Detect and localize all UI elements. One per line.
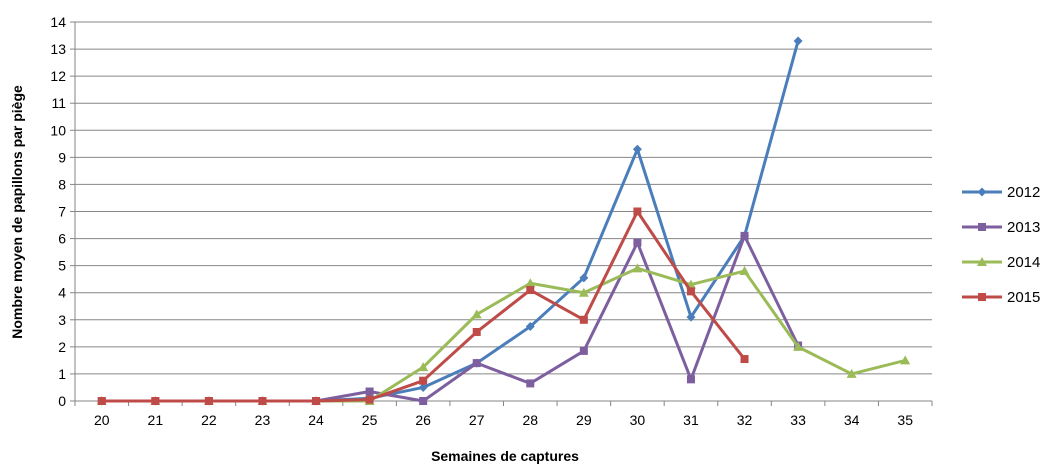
series-2013 [97,231,803,405]
data-point [472,327,481,336]
x-tick-label: 27 [469,412,485,428]
data-point [418,382,428,392]
x-tick-label: 26 [415,412,431,428]
data-point [978,223,986,231]
data-point [204,397,213,405]
series-line [101,210,746,403]
x-tick-label: 33 [790,412,806,428]
x-tick-label: 31 [683,412,699,428]
legend-entry: 2014 [962,254,1040,271]
x-tick-label: 29 [576,412,592,428]
y-tick-label: 9 [58,149,66,165]
series-2015 [97,207,749,405]
data-point [312,397,321,405]
x-axis-title: Semaines de captures [431,448,579,464]
legend-label: 2014 [1007,254,1040,271]
data-point [525,322,535,332]
data-point [472,359,481,368]
x-tick-label: 28 [522,412,538,428]
data-point [526,379,535,388]
legend-entry: 2015 [962,289,1040,306]
data-point [740,231,749,240]
y-tick-label: 10 [50,122,66,138]
y-tick-label: 5 [58,258,66,274]
data-point [686,312,696,322]
x-tick-label: 35 [897,412,913,428]
y-tick-label: 11 [51,95,66,111]
y-tick-label: 13 [50,41,66,57]
data-point [525,278,536,288]
data-point [978,293,986,301]
data-point [686,287,695,296]
y-tick-label: 6 [58,231,66,247]
data-point [846,368,857,378]
data-point [633,207,642,216]
y-tick-label: 4 [58,285,66,301]
data-point [151,397,160,405]
x-tick-label: 25 [362,412,378,428]
data-point [793,341,804,351]
series-line [101,266,906,403]
data-point [632,144,642,154]
data-point [365,395,374,404]
data-point [632,263,643,273]
x-tick-label: 24 [308,412,324,428]
x-tick-label: 34 [844,412,860,428]
y-tick-label: 14 [50,14,66,30]
data-point [526,286,535,295]
x-tick-label: 30 [630,412,646,428]
legend-entry: 2013 [962,219,1040,236]
legend-label: 2013 [1007,219,1040,236]
data-point [579,346,588,355]
data-point [471,309,482,319]
x-tick-label: 20 [94,412,110,428]
gridlines [75,21,932,375]
series-2014 [96,263,911,405]
data-point [419,397,428,405]
data-point [977,257,987,266]
y-tick-label: 0 [58,393,66,409]
data-point [578,287,589,297]
x-tick-label: 23 [255,412,271,428]
y-tick-label: 1 [58,366,66,382]
legend-label: 2012 [1007,184,1040,201]
data-point [418,362,429,372]
legend-entry: 2012 [962,184,1040,201]
data-point [686,375,695,384]
data-point [740,355,749,364]
data-point [977,187,987,197]
y-tick-label: 12 [50,68,66,84]
data-point [365,387,374,396]
x-tick-label: 21 [148,412,164,428]
y-tick-label: 3 [58,312,66,328]
data-point [900,355,911,365]
data-point [633,238,642,247]
y-axis-title: Nombre moyen de papillons par piège [9,85,25,339]
x-tick-label: 32 [737,412,753,428]
legend-label: 2015 [1007,289,1040,306]
data-point [97,397,106,405]
legend: 2012 2013 2014 2015 [962,184,1040,306]
data-point [739,266,750,276]
y-tick-label: 2 [58,339,66,355]
data-point [258,397,267,405]
data-point [419,376,428,385]
y-tick-label: 7 [58,204,66,220]
data-point [579,315,588,324]
data-point [793,36,803,46]
series-2012 [97,36,803,406]
y-tick-label: 8 [58,176,66,192]
series-lines [96,36,911,406]
x-tick-label: 22 [201,412,217,428]
data-point [579,273,589,283]
